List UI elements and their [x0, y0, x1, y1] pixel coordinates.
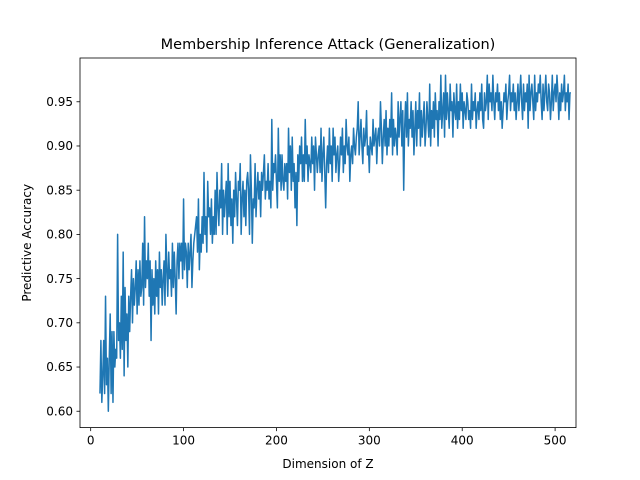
- x-tick-label: 400: [451, 434, 474, 448]
- y-tick-label: 0.70: [46, 316, 73, 330]
- x-tick-label: 200: [265, 434, 288, 448]
- y-tick-label: 0.60: [46, 404, 73, 418]
- y-axis: 0.60 0.65 0.70 0.75 0.80 0.85 0.90 0.95: [46, 95, 80, 418]
- x-tick-label: 500: [544, 434, 567, 448]
- plot-area: [99, 74, 571, 412]
- y-tick-label: 0.80: [46, 228, 73, 242]
- x-tick-label: 100: [172, 434, 195, 448]
- y-tick-label: 0.95: [46, 95, 73, 109]
- chart-title: Membership Inference Attack (Generalizat…: [161, 37, 496, 53]
- x-tick-label: 0: [87, 434, 95, 448]
- y-tick-label: 0.90: [46, 139, 73, 153]
- y-tick-label: 0.85: [46, 183, 73, 197]
- x-tick-label: 300: [358, 434, 381, 448]
- y-tick-label: 0.65: [46, 360, 73, 374]
- series-line-0: [99, 74, 571, 412]
- y-tick-label: 0.75: [46, 272, 73, 286]
- y-axis-label: Predictive Accuracy: [20, 184, 34, 302]
- x-axis-label: Dimension of Z: [282, 457, 373, 471]
- x-axis: 0 100 200 300 400 500: [87, 427, 567, 448]
- plot-frame: [79, 57, 577, 429]
